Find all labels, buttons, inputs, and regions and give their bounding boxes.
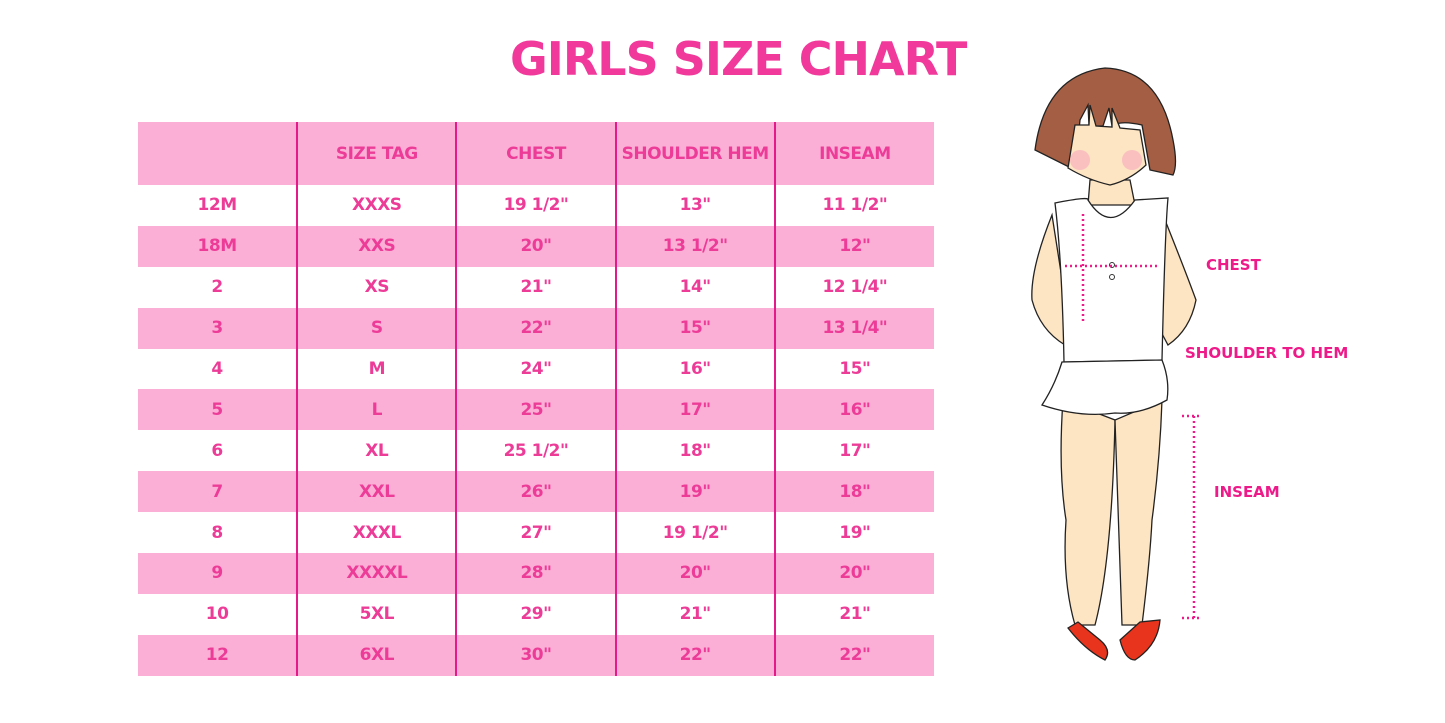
table-cell: 30" — [455, 634, 616, 676]
column-header: CHEST — [455, 122, 616, 185]
table-cell: M — [296, 348, 457, 390]
table-cell: 19" — [773, 512, 934, 554]
table-cell: 10 — [205, 604, 229, 625]
skirt — [1041, 359, 1169, 415]
table-cell: XXXL — [296, 512, 457, 554]
left-arm — [1031, 212, 1071, 346]
table-cell: 25 1/2" — [455, 430, 616, 472]
column-header: INSEAM — [773, 122, 934, 185]
size-chart-table: SIZE TAG CHEST SHOULDER HEM INSEAM 12M XX… — [138, 122, 934, 676]
table-cell: 20" — [455, 225, 616, 267]
table-cell: 14" — [614, 266, 775, 308]
table-cell: 17" — [614, 389, 775, 431]
table-cell: XXXS — [296, 185, 457, 226]
table-cell: 24" — [455, 348, 616, 390]
table-cell: 8 — [211, 522, 223, 543]
table-cell: 20" — [773, 553, 934, 594]
table-cell: XS — [296, 266, 457, 308]
table-cell: 22" — [773, 634, 934, 676]
table-cell: 13" — [614, 185, 775, 226]
table-row: 6 XL 25 1/2" 18" 17" — [138, 430, 934, 472]
right-arm — [1159, 214, 1197, 346]
table-cell: 17" — [773, 430, 934, 472]
table-cell: 29" — [455, 593, 616, 635]
table-cell: 27" — [455, 512, 616, 554]
button — [1109, 274, 1115, 280]
table-cell: XXXXL — [296, 553, 457, 594]
table-cell: 16" — [773, 389, 934, 431]
table-cell: 26" — [455, 471, 616, 513]
table-cell: S — [296, 307, 457, 349]
table-cell: 6XL — [296, 634, 457, 676]
table-row: 9 XXXXL 28" 20" 20" — [138, 553, 934, 594]
table-row: 4 M 24" 16" 15" — [138, 348, 934, 390]
table-cell: 16" — [614, 348, 775, 390]
table-cell: 21" — [773, 593, 934, 635]
table-cell: 15" — [773, 348, 934, 390]
table-cell: 11 1/2" — [773, 185, 934, 226]
table-row: 18M XXS 20" 13 1/2" 12" — [138, 225, 934, 267]
table-cell: 28" — [455, 553, 616, 594]
table-cell: 25" — [455, 389, 616, 431]
table-cell: 21" — [614, 593, 775, 635]
shoulder-to-hem-label: SHOULDER TO HEM — [1185, 344, 1349, 362]
chest-label: CHEST — [1206, 256, 1261, 274]
cheek — [1070, 150, 1090, 170]
table-cell: XL — [296, 430, 457, 472]
table-cell: 5XL — [296, 593, 457, 635]
table-cell: 13 1/4" — [773, 307, 934, 349]
table-cell: 4 — [211, 359, 223, 379]
table-row: 12M XXXS 19 1/2" 13" 11 1/2" — [138, 185, 934, 226]
table-cell: 19" — [614, 471, 775, 513]
table-cell: 18M — [138, 225, 298, 267]
table-cell: 21" — [455, 266, 616, 308]
table-row: 10 5XL 29" 21" 21" — [138, 593, 934, 635]
table-cell: XXL — [296, 471, 457, 513]
cheek — [1122, 150, 1142, 170]
table-row: 3 S 22" 15" 13 1/4" — [138, 307, 934, 349]
table-cell: 20" — [614, 553, 775, 594]
right-leg — [1114, 399, 1163, 626]
right-shoe — [1119, 619, 1161, 661]
table-cell: 12M — [197, 195, 238, 216]
column-header: SIZE TAG — [296, 122, 457, 185]
table-cell: 12" — [773, 225, 934, 267]
table-cell: 15" — [614, 307, 775, 349]
table-cell: 12 — [138, 634, 298, 676]
table-cell: XXS — [296, 225, 457, 267]
table-header-row: SIZE TAG CHEST SHOULDER HEM INSEAM — [138, 122, 934, 185]
table-row: 12 6XL 30" 22" 22" — [138, 634, 934, 676]
table-cell: L — [296, 389, 457, 431]
table-cell: 12 1/4" — [773, 266, 934, 308]
table-cell: 6 — [211, 440, 223, 461]
page-title: GIRLS SIZE CHART — [510, 32, 967, 86]
table-row: 8 XXXL 27" 19 1/2" 19" — [138, 512, 934, 554]
inseam-label: INSEAM — [1214, 483, 1280, 501]
table-cell: 13 1/2" — [614, 225, 775, 267]
table-row: 5 L 25" 17" 16" — [138, 389, 934, 431]
left-shoe — [1067, 621, 1109, 661]
table-cell: 19 1/2" — [614, 512, 775, 554]
table-cell: 3 — [138, 307, 298, 349]
table-cell: 18" — [614, 430, 775, 472]
table-cell: 5 — [138, 389, 298, 431]
table-cell: 2 — [211, 277, 223, 298]
shirt — [1054, 197, 1169, 363]
table-cell: 7 — [138, 471, 298, 513]
table-cell: 22" — [614, 634, 775, 676]
table-row: 2 XS 21" 14" 12 1/4" — [138, 266, 934, 308]
table-cell: 19 1/2" — [455, 185, 616, 226]
table-cell: 18" — [773, 471, 934, 513]
column-header: SHOULDER HEM — [614, 122, 775, 185]
table-row: 7 XXL 26" 19" 18" — [138, 471, 934, 513]
table-cell: 22" — [455, 307, 616, 349]
left-leg — [1060, 399, 1116, 626]
table-cell: 9 — [138, 553, 298, 594]
column-header — [138, 122, 298, 185]
